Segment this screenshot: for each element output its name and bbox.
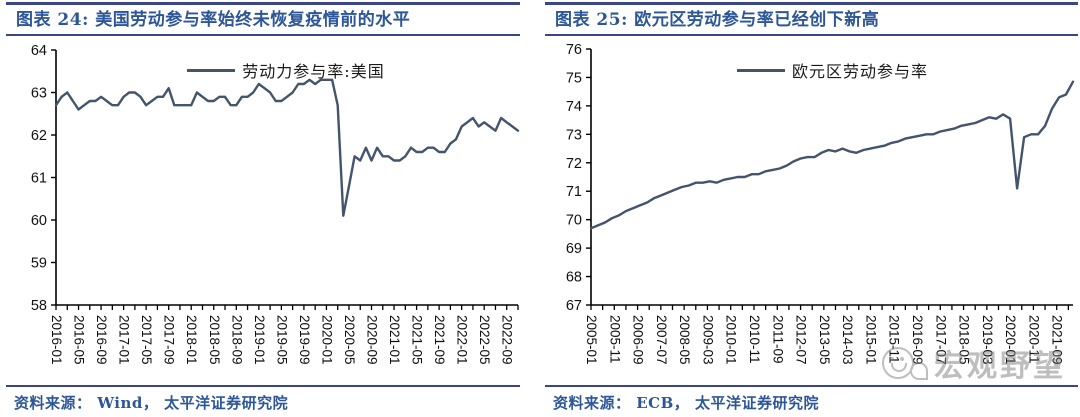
- x-tick-label: 2016-05: [72, 315, 87, 365]
- x-tick-label: 2017-05: [139, 315, 154, 365]
- chart-title: 图表 25: 欧元区劳动参与率已经创下新高: [545, 2, 1078, 36]
- y-tick-label: 74: [566, 99, 582, 115]
- y-tick-label: 72: [566, 156, 582, 172]
- x-tick-label: 2018-05: [957, 315, 972, 365]
- x-tick-label: 2017-09: [162, 315, 177, 365]
- y-tick-label: 61: [31, 171, 47, 187]
- y-tick-label: 73: [566, 127, 582, 143]
- x-tick-label: 2019-03: [980, 315, 995, 365]
- y-tick-label: 59: [31, 256, 47, 272]
- x-tick-label: 2014-03: [840, 315, 855, 365]
- data-line: [54, 78, 520, 217]
- x-tick-label: 2022-05: [477, 315, 492, 365]
- x-tick-label: 2020-01: [1003, 315, 1018, 365]
- x-tick-label: 2008-05: [677, 315, 692, 365]
- x-tick-label: 2021-05: [410, 315, 425, 365]
- x-tick-label: 2013-05: [817, 315, 832, 365]
- source-row: 资料来源： ECB， 太平洋证券研究院: [545, 385, 1078, 413]
- x-tick-label: 2021-09: [432, 315, 447, 365]
- x-tick-label: 2016-09: [910, 315, 925, 365]
- x-tick-label: 2018-09: [229, 315, 244, 365]
- x-tick-label: 2015-11: [887, 315, 902, 364]
- x-tick-label: 2005-11: [607, 315, 622, 364]
- y-tick-label: 70: [566, 213, 582, 229]
- y-tick-label: 69: [566, 241, 582, 257]
- chart-panel-euro-lfpr: 图表 25: 欧元区劳动参与率已经创下新高 欧元区劳动参与率 67 68 69 70 7…: [545, 2, 1078, 415]
- x-tick-label: 2010-11: [747, 315, 762, 364]
- x-tick-label: 2010-01: [724, 315, 739, 365]
- y-tick-label: 63: [31, 86, 47, 102]
- y-tick-label: 62: [31, 128, 47, 144]
- x-tick-label: 2019-01: [252, 315, 267, 365]
- y-tick-label: 76: [566, 42, 582, 58]
- x-tick-label: 2019-09: [297, 315, 312, 365]
- x-tick-label: 2009-03: [700, 315, 715, 365]
- y-tick-label: 58: [31, 298, 47, 314]
- source-text: 资料来源： Wind， 太平洋证券研究院: [14, 394, 289, 412]
- y-tick-label: 75: [566, 70, 582, 86]
- x-tick-label: 2018-05: [207, 315, 222, 365]
- chart-title: 图表 24: 美国劳动参与率始终未恢复疫情前的水平: [6, 2, 520, 36]
- data-line: [589, 80, 1075, 230]
- x-tick-label: 2021-09: [1050, 315, 1065, 365]
- euro-lfpr-line-chart: 67 68 69 70 71 72 73 74 75 76 2005-01 2005-11 2006-0…: [566, 42, 1075, 365]
- x-tick-label: 2005-01: [584, 315, 599, 365]
- y-tick-label: 67: [566, 298, 582, 314]
- x-tick-label: 2021-01: [387, 315, 402, 365]
- x-tick-label: 2015-01: [863, 315, 878, 365]
- y-tick-label: 71: [566, 184, 582, 200]
- x-tick-label: 2020-05: [342, 315, 357, 365]
- x-tick-label: 2016-09: [94, 315, 109, 365]
- chart-panel-us-lfpr: 图表 24: 美国劳动参与率始终未恢复疫情前的水平 劳动力参与率:美国 58 59…: [6, 2, 520, 415]
- y-tick-label: 60: [31, 213, 47, 229]
- x-tick-label: 2018-01: [184, 315, 199, 365]
- x-tick-label: 2020-09: [365, 315, 380, 365]
- x-tick-label: 2020-11: [1026, 315, 1041, 364]
- x-tick-label: 2006-09: [631, 315, 646, 365]
- us-lfpr-line-chart: 58 59 60 61 62 63 64 2016-01 2016-05 2016-09 2017-…: [31, 43, 520, 365]
- y-tick-label: 68: [566, 270, 582, 286]
- x-tick-label: 2019-05: [274, 315, 289, 365]
- y-tick-label: 64: [31, 43, 47, 59]
- source-text: 资料来源： ECB， 太平洋证券研究院: [553, 394, 819, 412]
- x-tick-label: 2017-01: [117, 315, 132, 365]
- x-tick-label: 2016-01: [49, 315, 64, 365]
- x-tick-label: 2022-01: [455, 315, 470, 365]
- x-tick-label: 2020-01: [319, 315, 334, 365]
- x-tick-label: 2007-07: [654, 315, 669, 365]
- x-tick-label: 2012-07: [794, 315, 809, 365]
- x-tick-label: 2011-09: [770, 315, 785, 364]
- source-row: 资料来源： Wind， 太平洋证券研究院: [6, 385, 520, 413]
- x-tick-label: 2022-09: [500, 315, 515, 365]
- x-tick-label: 2017-07: [933, 315, 948, 365]
